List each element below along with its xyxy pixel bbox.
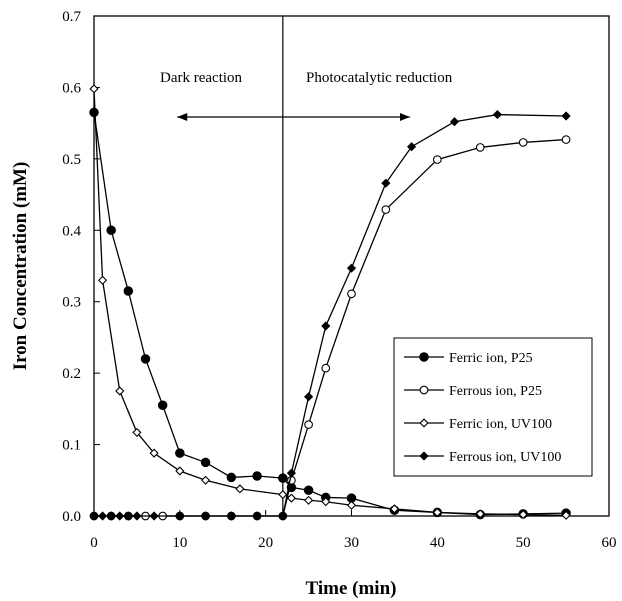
legend-marker — [419, 451, 429, 461]
data-point — [123, 286, 134, 296]
y-tick-label: 0.2 — [62, 366, 81, 382]
data-point — [286, 468, 296, 478]
data-point — [175, 511, 185, 521]
data-point — [278, 511, 288, 521]
data-point — [89, 511, 99, 521]
data-point — [346, 500, 357, 510]
data-point — [175, 448, 185, 458]
y-tick-label: 0.7 — [62, 9, 81, 25]
data-point — [278, 489, 288, 500]
x-tick-label: 60 — [602, 535, 617, 551]
data-point — [321, 363, 331, 373]
data-point — [381, 178, 391, 188]
data-point — [123, 511, 133, 521]
y-tick-label: 0.0 — [62, 509, 81, 525]
data-point — [89, 107, 99, 118]
x-axis-title: Time (min) — [306, 578, 397, 599]
legend-item: Ferrous ion, P25 — [404, 384, 542, 399]
y-tick-label: 0.4 — [62, 223, 81, 239]
legend-marker — [419, 418, 429, 428]
legend: Ferric ion, P25 Ferrous ion, P25 Ferric io… — [393, 337, 593, 477]
x-tick-label: 20 — [258, 535, 273, 551]
data-point — [492, 109, 502, 120]
x-tick-label: 40 — [430, 535, 445, 551]
legend-item: Ferric ion, UV100 — [404, 417, 552, 432]
y-tick-label: 0.3 — [62, 295, 81, 311]
data-point — [106, 225, 116, 236]
data-point — [226, 472, 237, 483]
series-layer — [89, 84, 571, 521]
data-point — [132, 427, 142, 438]
y-tick-label: 0.6 — [62, 80, 81, 96]
data-point — [89, 84, 99, 94]
data-point — [252, 471, 262, 481]
x-tick-label: 50 — [516, 535, 531, 551]
data-point — [475, 509, 485, 519]
x-tick-label: 10 — [172, 535, 187, 551]
legend-label: Ferrous ion, P25 — [449, 384, 542, 399]
data-point — [252, 511, 262, 521]
data-point — [347, 289, 356, 299]
legend-label: Ferric ion, P25 — [449, 351, 533, 366]
data-point — [106, 511, 116, 521]
data-point — [321, 321, 331, 331]
y-tick-label: 0.5 — [62, 152, 81, 168]
data-point — [286, 493, 296, 503]
data-point — [518, 509, 528, 520]
data-point — [132, 511, 142, 521]
dark-reaction-label: Dark reaction — [160, 70, 243, 86]
legend-item: Ferrous ion, UV100 — [404, 450, 561, 465]
data-point — [449, 117, 460, 127]
data-point — [278, 473, 288, 483]
data-point — [561, 111, 571, 121]
data-point — [98, 275, 108, 285]
x-tick-label: 0 — [90, 535, 98, 551]
data-point — [201, 475, 211, 485]
legend-label: Ferrous ion, UV100 — [449, 450, 561, 465]
data-point — [303, 485, 314, 496]
data-point — [235, 484, 245, 494]
data-point — [304, 392, 314, 402]
data-point — [321, 497, 331, 507]
data-point — [201, 511, 211, 521]
y-tick-label: 0.1 — [62, 438, 81, 454]
data-point — [304, 420, 313, 429]
data-point — [226, 511, 236, 521]
photocatalytic-label: Photocatalytic reduction — [306, 70, 453, 86]
legend-label: Ferric ion, UV100 — [449, 417, 552, 432]
data-point — [115, 386, 125, 396]
legend-item: Ferric ion, P25 — [404, 351, 533, 366]
data-point — [432, 507, 442, 518]
data-point — [175, 466, 185, 476]
legend-box — [393, 337, 593, 477]
data-point — [157, 400, 168, 411]
x-tick-label: 30 — [344, 535, 359, 551]
data-point — [407, 142, 417, 152]
data-point — [432, 155, 442, 164]
data-point — [115, 511, 125, 521]
legend-marker — [419, 352, 429, 362]
data-point — [518, 138, 528, 147]
data-point — [98, 511, 108, 521]
series-3 — [89, 84, 571, 520]
data-point — [304, 495, 314, 505]
data-point — [561, 135, 571, 144]
data-point — [200, 457, 211, 468]
data-point — [561, 510, 571, 520]
data-point — [140, 354, 151, 364]
tick-labels: 0 10 20 30 40 50 60 0.0 0.1 0.2 0.3 0.4 0.5 0.6 0.7 — [62, 9, 616, 551]
data-point — [149, 511, 159, 521]
data-point — [149, 448, 159, 458]
y-axis-title: Iron Concentration (mM) — [10, 162, 31, 371]
data-point — [475, 143, 485, 152]
data-point — [346, 263, 357, 273]
series-4 — [89, 109, 571, 521]
legend-marker — [419, 385, 429, 395]
data-point — [381, 205, 391, 214]
data-point — [389, 504, 399, 514]
